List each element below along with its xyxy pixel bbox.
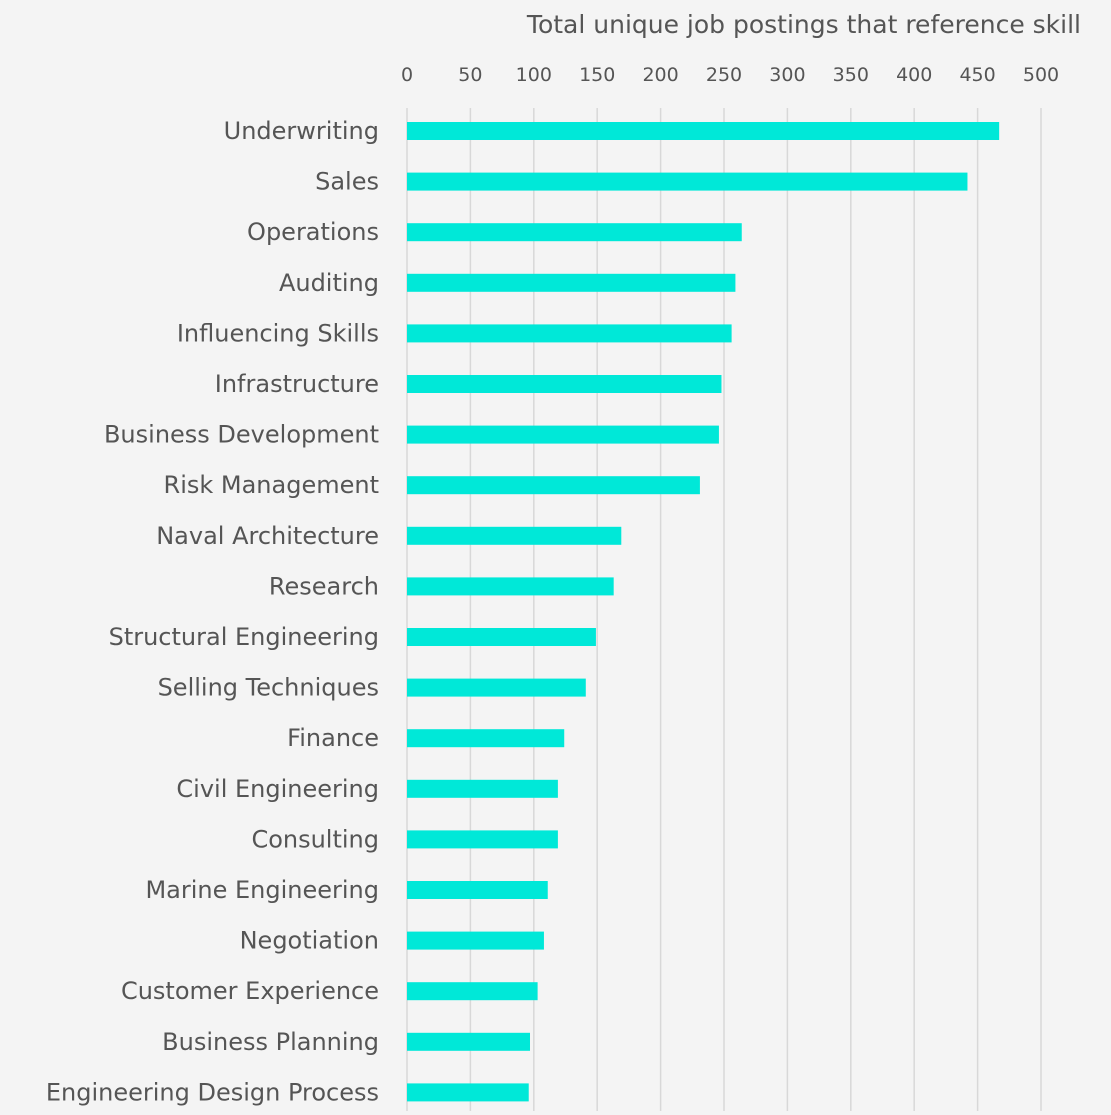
- category-label: Infrastructure: [215, 370, 379, 398]
- x-tick-label: 150: [579, 64, 615, 86]
- bar: [407, 172, 968, 191]
- category-label: Business Development: [104, 421, 379, 449]
- x-tick-label: 100: [516, 64, 552, 86]
- bar: [407, 830, 558, 849]
- bar: [407, 375, 722, 393]
- category-label: Sales: [315, 168, 379, 196]
- bar: [407, 223, 742, 242]
- x-axis-ticks: 0 50 100 150 200 250 300 350 400 450 500: [401, 64, 1059, 86]
- category-labels: Underwriting Sales Operations Auditing Influ…: [46, 117, 379, 1106]
- x-tick-label: 250: [706, 64, 742, 86]
- category-label: Customer Experience: [121, 977, 379, 1005]
- bar: [407, 577, 614, 596]
- bar: [407, 779, 558, 798]
- bar: [407, 425, 719, 444]
- category-label: Civil Engineering: [176, 775, 379, 803]
- bar: [407, 273, 736, 292]
- category-label: Selling Techniques: [158, 674, 379, 702]
- category-label: Engineering Design Process: [46, 1078, 379, 1106]
- category-label: Risk Management: [164, 471, 379, 499]
- x-tick-label: 500: [1023, 64, 1059, 86]
- bar: [407, 982, 538, 1001]
- bar: [407, 1032, 530, 1051]
- category-label: Research: [269, 572, 379, 600]
- category-label: Naval Architecture: [156, 522, 379, 550]
- x-axis-title: Total unique job postings that reference…: [526, 10, 1081, 39]
- category-label: Influencing Skills: [177, 319, 379, 347]
- x-tick-label: 0: [401, 64, 413, 86]
- bar: [407, 729, 565, 748]
- bar: [407, 628, 596, 646]
- category-label: Consulting: [251, 825, 379, 853]
- category-label: Operations: [247, 218, 379, 246]
- category-label: Structural Engineering: [109, 623, 379, 651]
- category-label: Business Planning: [162, 1028, 379, 1056]
- category-label: Negotiation: [240, 927, 379, 955]
- bar: [407, 526, 622, 545]
- x-tick-label: 400: [896, 64, 932, 86]
- category-label: Marine Engineering: [145, 876, 379, 904]
- x-tick-label: 200: [642, 64, 678, 86]
- bar: [407, 122, 1000, 140]
- category-label: Auditing: [279, 269, 379, 297]
- bar: [407, 931, 544, 950]
- bar: [407, 678, 586, 697]
- x-tick-label: 450: [959, 64, 995, 86]
- bars: [407, 122, 1000, 1102]
- bar: [407, 324, 732, 343]
- category-label: Underwriting: [224, 117, 379, 145]
- x-tick-label: 300: [769, 64, 805, 86]
- bar: [407, 1083, 529, 1102]
- x-tick-label: 350: [833, 64, 869, 86]
- bar: [407, 881, 548, 899]
- x-tick-label: 50: [458, 64, 482, 86]
- category-label: Finance: [287, 724, 379, 752]
- bar: [407, 476, 700, 495]
